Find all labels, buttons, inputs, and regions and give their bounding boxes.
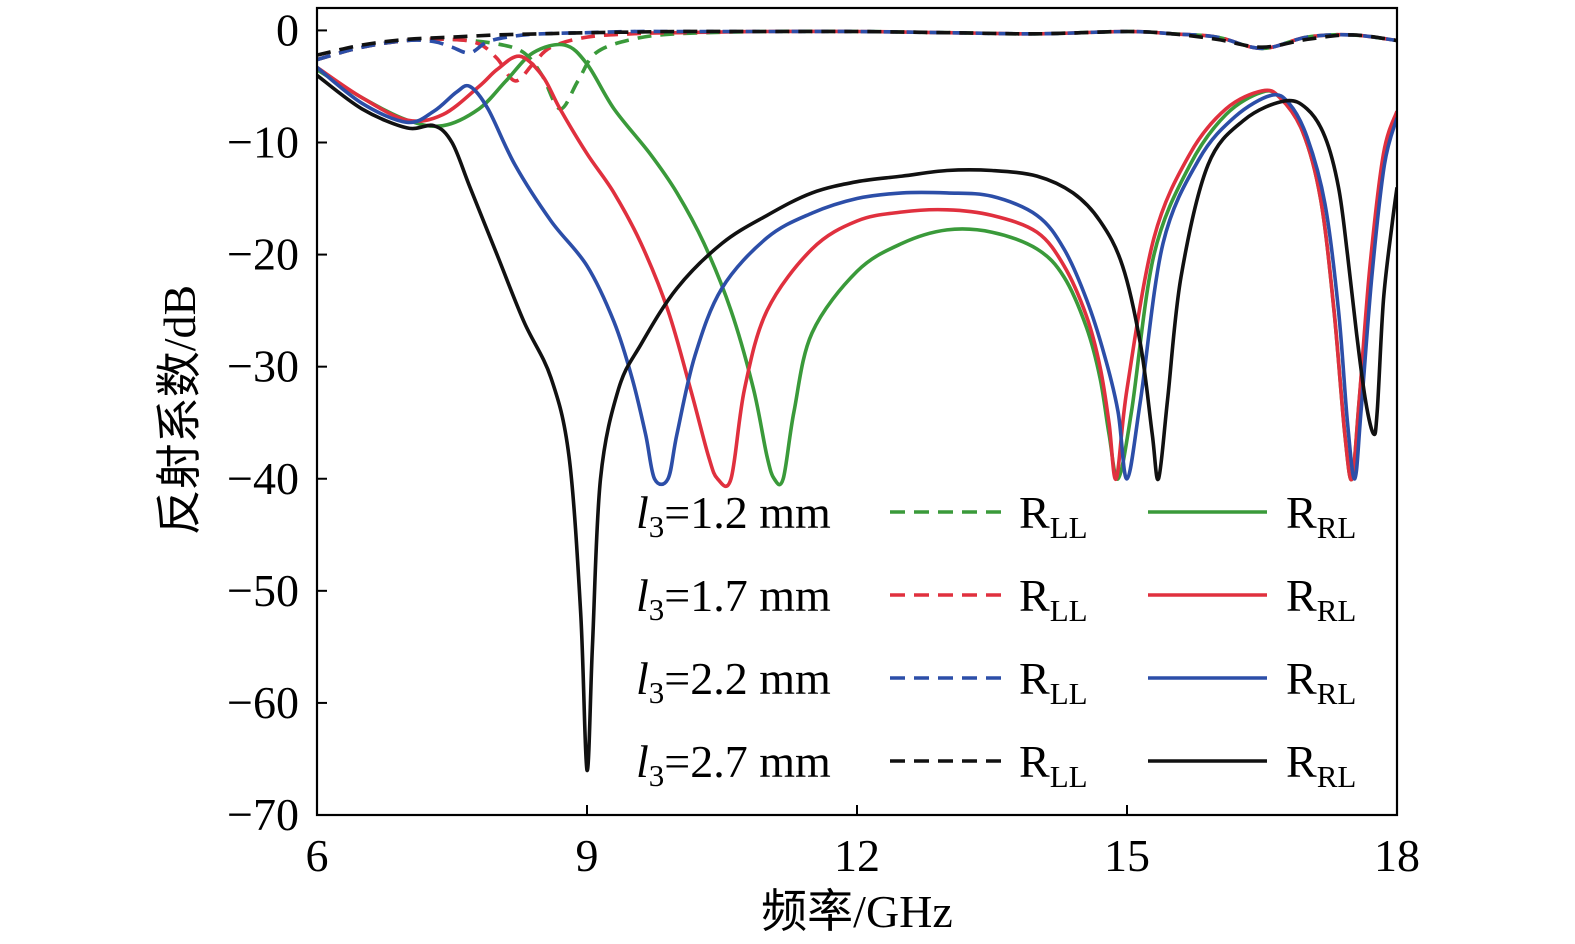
legend-rl-label: RRL	[1286, 736, 1356, 794]
legend-param-label: l3=2.7 mm	[636, 736, 831, 793]
y-axis-title: 反射系数/dB	[154, 285, 205, 535]
series-line-5	[317, 54, 1397, 489]
y-tick-label: −50	[227, 565, 299, 616]
x-tick-label: 18	[1374, 830, 1420, 881]
series-line-4	[317, 42, 1397, 487]
legend-row: l3=2.2 mm RLL RRL	[636, 653, 1356, 711]
series-line-3	[317, 29, 1397, 57]
legend-row: l3=2.7 mm RLL RRL	[636, 736, 1356, 794]
legend-row: l3=1.2 mm RLL RRL	[636, 487, 1356, 545]
y-tick-label: 0	[276, 4, 299, 55]
legend-ll-label: RLL	[1019, 736, 1088, 794]
y-tick-label: −30	[227, 341, 299, 392]
axes-layer: 6 9 12 15 18 0 −10 −20 −30 −40 −50 −60 −70	[227, 4, 1420, 881]
x-tick-label: 15	[1104, 830, 1150, 881]
legend: l3=1.2 mm RLL RRL l3=1.7 mm RLL RRL l3=2.2 mm R…	[636, 487, 1356, 794]
y-tick-label: −20	[227, 229, 299, 280]
series-line-6	[317, 65, 1397, 487]
legend-row: l3=1.7 mm RLL RRL	[636, 570, 1356, 628]
x-tick-label: 9	[576, 830, 599, 881]
x-tick-label: 12	[834, 830, 880, 881]
legend-param-label: l3=2.2 mm	[636, 653, 831, 710]
legend-ll-label: RLL	[1019, 487, 1088, 545]
y-tick-label: −70	[227, 789, 299, 840]
legend-ll-label: RLL	[1019, 653, 1088, 711]
series-layer	[317, 29, 1397, 773]
series-line-7	[317, 73, 1397, 773]
legend-param-label: l3=1.2 mm	[636, 487, 831, 544]
series-line-1	[317, 29, 1397, 83]
legend-param-label: l3=1.7 mm	[636, 570, 831, 627]
y-tick-label: −10	[227, 117, 299, 168]
legend-rl-label: RRL	[1286, 487, 1356, 545]
y-tick-label: −40	[227, 453, 299, 504]
legend-ll-label: RLL	[1019, 570, 1088, 628]
x-tick-label: 6	[306, 830, 329, 881]
legend-rl-label: RRL	[1286, 653, 1356, 711]
y-tick-label: −60	[227, 677, 299, 728]
x-axis-title: 频率/GHz	[761, 886, 953, 937]
legend-rl-label: RRL	[1286, 570, 1356, 628]
